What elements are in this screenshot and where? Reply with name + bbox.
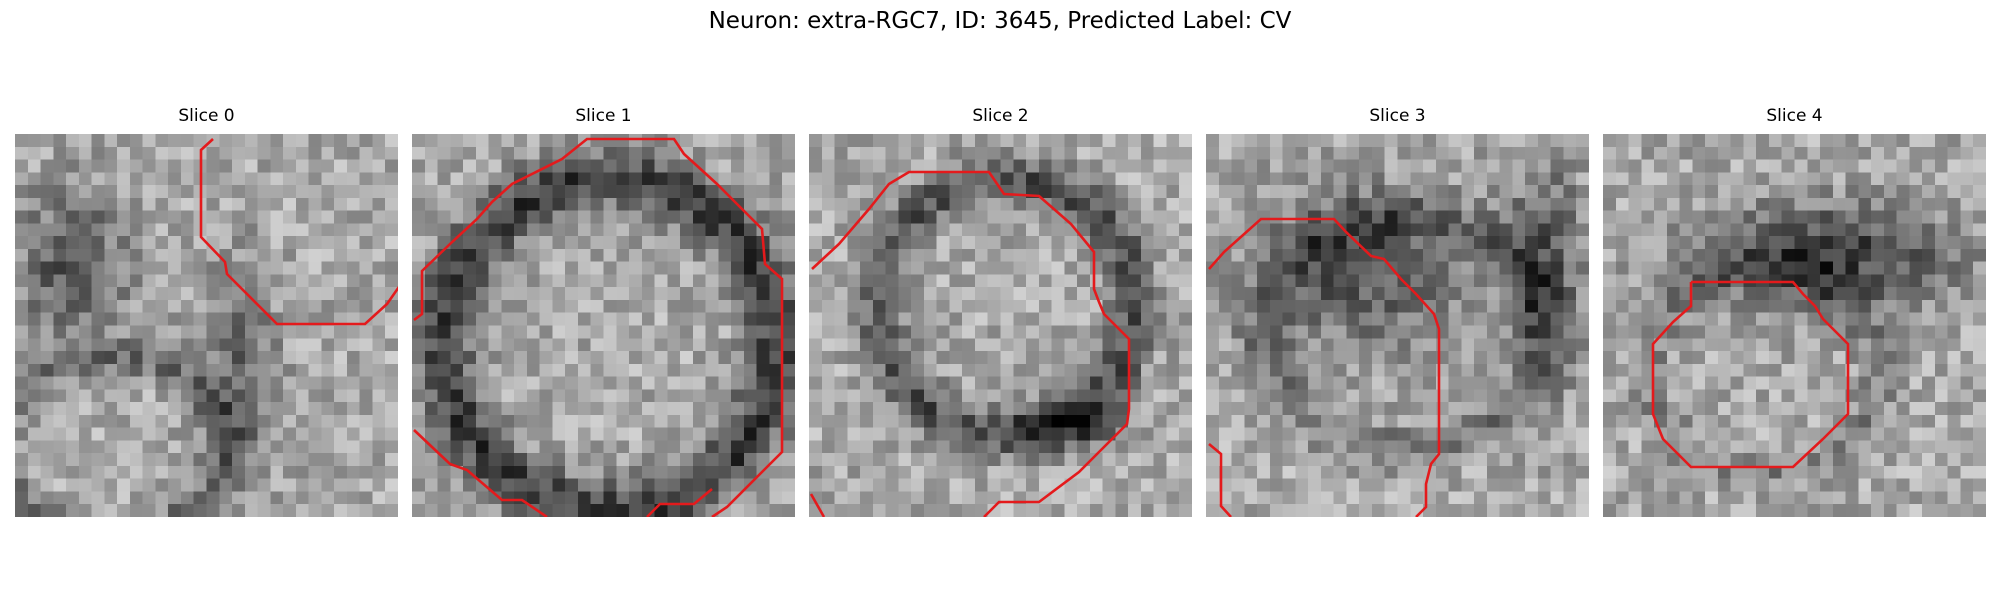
slice-title: Slice 0 [15,106,398,126]
slice-title: Slice 3 [1206,106,1589,126]
contour-line [414,430,547,517]
contour-line [647,489,712,517]
contour-overlay [15,134,398,517]
contour-line [1209,444,1231,517]
slice-title: Slice 1 [412,106,795,126]
slice-title: Slice 4 [1603,106,1986,126]
slice-panel-0: Slice 0 [15,134,398,517]
contour-overlay [1206,134,1589,517]
contour-overlay [809,134,1192,517]
contour-line [812,172,1129,517]
slice-panel-1: Slice 1 [412,134,795,517]
slice-panel-2: Slice 2 [809,134,1192,517]
slice-panel-3: Slice 3 [1206,134,1589,517]
slice-title: Slice 2 [809,106,1192,126]
contour-line [1209,219,1439,517]
contour-line [1653,282,1848,467]
contour-overlay [412,134,795,517]
contour-line [414,139,782,517]
slice-panel-4: Slice 4 [1603,134,1986,517]
contour-line [201,139,398,324]
contour-line [811,494,824,517]
contour-overlay [1603,134,1986,517]
figure-title: Neuron: extra-RGC7, ID: 3645, Predicted … [0,8,2000,34]
